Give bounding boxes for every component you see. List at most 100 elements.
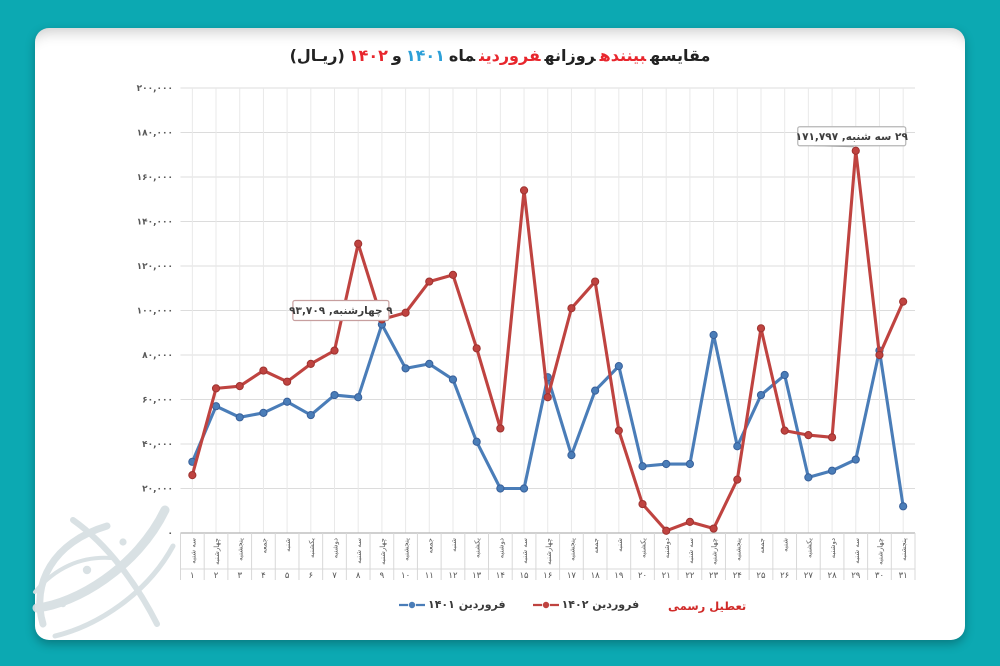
legend-label: فروردین ۱۴۰۱ xyxy=(428,598,506,611)
x-day-label: ۴ xyxy=(261,571,266,581)
x-day-label: ۲۸ xyxy=(828,571,838,581)
x-weekday-label: جمعه xyxy=(426,538,434,554)
x-weekday-label: یکشنبه xyxy=(640,538,648,558)
data-point-1401-day-15 xyxy=(519,484,529,493)
x-day-label: ۲۷ xyxy=(804,571,814,581)
x-day-label: ۲۱ xyxy=(662,571,671,581)
x-day-label: ۱۳ xyxy=(472,571,482,581)
y-tick-label: ۴۰,۰۰۰ xyxy=(142,440,173,450)
data-point-1401-day-10 xyxy=(401,364,410,373)
title-part-4: ماه xyxy=(448,46,476,65)
data-point-1402-day-29 xyxy=(851,146,860,155)
calligraphy-logo-watermark xyxy=(32,505,176,639)
data-point-1402-day-22 xyxy=(685,517,695,526)
data-point-1402-day-21 xyxy=(662,526,671,535)
title-part-0: مقایسه xyxy=(650,46,711,65)
data-point-1402-day-7 xyxy=(330,346,339,355)
data-point-1402-day-18 xyxy=(591,277,600,286)
y-tick-label: ۱۸۰,۰۰۰ xyxy=(137,129,173,139)
data-point-1402-day-13 xyxy=(472,344,481,353)
data-point-1401-day-2 xyxy=(211,402,221,411)
x-day-label: ۵ xyxy=(285,571,290,581)
data-point-1401-day-11 xyxy=(425,359,434,368)
annotation-callout-text: ۲۹ سه شنبه, ۱۷۱,۷۹۷ xyxy=(796,131,909,143)
data-point-1401-day-7 xyxy=(330,390,339,400)
title-part-5: ۱۴۰۱ xyxy=(405,46,445,65)
title-part-6: و xyxy=(391,46,402,65)
x-weekday-label: چهارشنبه xyxy=(379,538,387,565)
title-part-8: (ریـال) xyxy=(289,46,345,65)
data-point-1401-day-5 xyxy=(283,397,292,406)
x-day-label: ۱۱ xyxy=(425,571,434,581)
data-point-1402-day-3 xyxy=(235,382,244,391)
y-tick-label: ۶۰,۰۰۰ xyxy=(142,396,173,406)
y-tick-label: ۸۰,۰۰۰ xyxy=(142,351,173,361)
x-weekday-label: پنجشنبه xyxy=(237,538,245,561)
data-point-1401-day-20 xyxy=(638,462,647,471)
legend-item-1401: فروردین ۱۴۰۱ xyxy=(398,598,506,611)
x-day-label: ۲۴ xyxy=(733,571,742,581)
x-day-label: ۳۰ xyxy=(875,571,884,581)
legend-line-marker-icon xyxy=(399,600,425,609)
x-day-label: ۱ xyxy=(190,571,195,581)
x-weekday-label: چهارشنبه xyxy=(876,538,884,565)
data-point-1402-day-30 xyxy=(875,350,884,360)
x-day-label: ۲۹ xyxy=(851,571,861,581)
x-weekday-label: پنجشنبه xyxy=(403,538,411,561)
data-point-1402-day-4 xyxy=(259,366,268,375)
data-point-1402-day-12 xyxy=(448,270,458,279)
data-point-1402-day-17 xyxy=(567,304,576,313)
data-point-1402-day-5 xyxy=(283,377,292,386)
x-weekday-label: چهارشنبه xyxy=(545,538,553,565)
x-day-label: ۱۴ xyxy=(496,571,505,581)
data-point-1401-day-23 xyxy=(709,330,718,340)
x-weekday-label: سه شنبه xyxy=(521,538,529,564)
data-point-1401-day-12 xyxy=(448,375,458,384)
title-part-1: بیننده xyxy=(599,46,647,65)
x-day-label: ۲۳ xyxy=(709,571,719,581)
y-tick-label: ۱۴۰,۰۰۰ xyxy=(137,218,173,228)
legend-line-marker-icon xyxy=(532,600,559,609)
data-point-1401-day-4 xyxy=(259,408,268,417)
x-day-label: ۳۱ xyxy=(899,571,908,581)
legend-item-1402: فروردین ۱۴۰۲ xyxy=(532,598,639,611)
x-weekday-label: دوشنبه xyxy=(829,538,837,558)
x-weekday-label: پنجشنبه xyxy=(900,538,908,561)
x-weekday-label: جمعه xyxy=(592,538,600,554)
data-point-1402-day-26 xyxy=(780,426,789,435)
x-day-label: ۲۲ xyxy=(685,571,695,581)
data-point-1401-day-27 xyxy=(804,473,813,482)
holiday-note-label: تعطیل رسمی xyxy=(668,599,747,613)
x-day-label: ۲۵ xyxy=(756,571,766,581)
x-day-label: ۱۹ xyxy=(614,571,624,581)
chart-legend: فروردین ۱۴۰۱ فروردین ۱۴۰۲ تعطیل رسمی xyxy=(35,596,965,618)
x-weekday-label: شنبه xyxy=(782,538,790,552)
x-weekday-label: دوشنبه xyxy=(663,538,671,558)
x-weekday-label: یکشنبه xyxy=(474,538,482,558)
data-point-1402-day-11 xyxy=(425,277,434,286)
x-weekday-label: شنبه xyxy=(616,538,624,552)
data-point-1402-day-16 xyxy=(543,393,552,402)
annotation-callout-box xyxy=(292,299,390,322)
x-weekday-label: سه شنبه xyxy=(687,538,695,564)
legend-items: فروردین ۱۴۰۱ فروردین ۱۴۰۲ xyxy=(398,598,639,611)
data-point-1401-day-14 xyxy=(496,484,505,493)
x-day-label: ۱۵ xyxy=(519,571,529,581)
data-point-1401-day-31 xyxy=(899,502,908,511)
title-part-2: روزانه xyxy=(544,46,596,65)
x-weekday-label: شنبه xyxy=(284,538,292,552)
title-part-7: ۱۴۰۲ xyxy=(348,46,388,65)
chart-title: مقایسهبینندهروزانهفروردینماه۱۴۰۱و۱۴۰۲(ری… xyxy=(35,46,965,65)
data-point-1401-day-18 xyxy=(591,386,600,395)
data-point-1401-day-21 xyxy=(662,459,671,469)
x-weekday-label: پنجشنبه xyxy=(568,538,576,561)
x-weekday-label: یکشنبه xyxy=(805,538,813,558)
data-point-1402-day-6 xyxy=(306,359,315,368)
data-point-1402-day-1 xyxy=(188,471,197,480)
title-part-3: فروردین xyxy=(479,46,541,65)
data-point-1401-day-26 xyxy=(780,370,789,380)
x-weekday-label: یکشنبه xyxy=(308,538,316,558)
data-point-1401-day-29 xyxy=(851,455,860,464)
y-tick-label: ۱۰۰,۰۰۰ xyxy=(137,307,173,317)
